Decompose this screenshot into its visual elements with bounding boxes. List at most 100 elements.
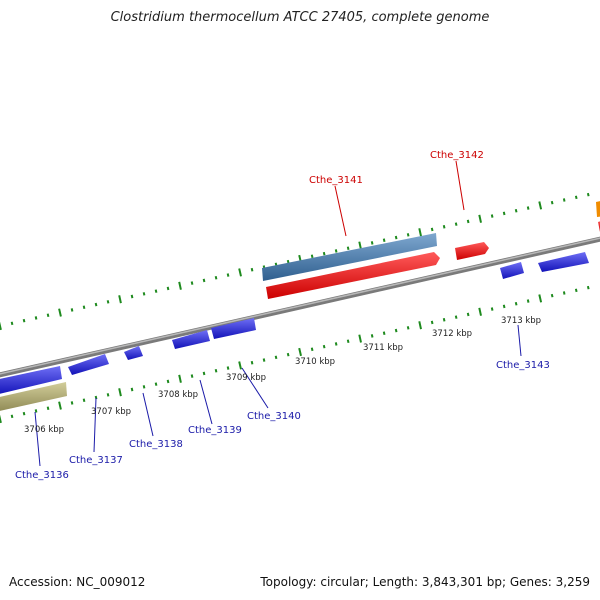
- accession-label: Accession: NC_009012: [9, 575, 146, 589]
- inner-tick: [466, 312, 470, 317]
- outer-tick: [0, 321, 2, 331]
- outer-tick: [502, 211, 506, 216]
- outer-tick: [286, 259, 290, 264]
- genome-backbone-highlight: [0, 237, 600, 375]
- gene-arrow-cthe-3136[interactable]: [0, 366, 62, 395]
- outer-tick: [454, 222, 458, 226]
- outer-tick: [430, 227, 434, 232]
- outer-tick: [178, 281, 182, 290]
- outer-tick: [202, 278, 206, 283]
- inner-tick: [118, 388, 122, 397]
- inner-tick: [274, 355, 278, 360]
- gene-label-cthe-3139[interactable]: Cthe_3139: [188, 425, 242, 436]
- leader-cthe-3140: [241, 367, 269, 409]
- inner-tick: [82, 398, 86, 403]
- gene-label-cthe-3136[interactable]: Cthe_3136: [15, 470, 69, 481]
- gene-label-cthe-3138[interactable]: Cthe_3138: [129, 439, 183, 450]
- outer-tick: [406, 233, 410, 237]
- inner-tick: [442, 317, 446, 322]
- outer-tick: [382, 238, 386, 243]
- inner-tick: [394, 328, 398, 333]
- inner-tick: [418, 321, 422, 330]
- inner-tick: [382, 331, 386, 336]
- inner-tick: [22, 411, 26, 416]
- outer-tick: [22, 318, 26, 323]
- inner-tick: [142, 385, 146, 389]
- topology-label: Topology: circular; Length: 3,843,301 bp…: [260, 575, 590, 589]
- inner-tick: [34, 409, 38, 413]
- inner-tick: [322, 344, 326, 349]
- inner-tick: [574, 288, 578, 293]
- outer-tick: [334, 249, 338, 253]
- inner-tick: [478, 307, 482, 316]
- leader-cthe-3136: [34, 411, 41, 467]
- inner-tick: [514, 301, 518, 306]
- outer-tick: [58, 308, 62, 317]
- inner-tick: [586, 285, 590, 290]
- gene-label-cthe-3137[interactable]: Cthe_3137: [69, 455, 123, 466]
- gene-label-cthe-3141[interactable]: Cthe_3141: [309, 175, 363, 186]
- outer-tick: [226, 273, 230, 277]
- outer-tick: [418, 228, 422, 237]
- scale-label: 3713 kbp: [501, 316, 541, 326]
- outer-tick: [142, 292, 146, 296]
- outer-tick-ring: [0, 192, 590, 331]
- outer-tick: [586, 192, 590, 197]
- scale-label: 3710 kbp: [295, 357, 335, 367]
- genome-backbone: [0, 236, 600, 378]
- gene-arrow-cthe-3138[interactable]: [124, 346, 143, 360]
- outer-tick: [394, 235, 398, 240]
- inner-tick: [46, 406, 50, 411]
- outer-tick: [490, 214, 494, 218]
- outer-tick: [562, 198, 566, 202]
- outer-tick: [130, 294, 134, 299]
- inner-tick: [226, 366, 230, 370]
- inner-tick: [0, 414, 2, 424]
- inner-tick: [370, 334, 374, 338]
- gene-arrow-cthe-3137[interactable]: [68, 354, 109, 375]
- inner-tick: [130, 387, 134, 392]
- scale-label: 3707 kbp: [91, 407, 131, 417]
- inner-tick: [562, 291, 566, 295]
- outer-tick: [106, 300, 110, 304]
- inner-tick: [250, 360, 254, 365]
- inner-tick: [346, 339, 350, 344]
- leader-cthe-3141: [334, 185, 347, 237]
- inner-tick: [298, 347, 302, 357]
- gene-label-cthe-3143[interactable]: Cthe_3143: [496, 360, 550, 371]
- outer-tick: [238, 268, 242, 277]
- inner-tick: [262, 358, 266, 362]
- outer-tick: [550, 200, 554, 205]
- gene-arrow-cthe-3141[interactable]: [266, 252, 440, 299]
- inner-tick-ring: [0, 285, 590, 424]
- outer-tick: [46, 313, 50, 318]
- inner-tick: [106, 393, 110, 397]
- gene-arrow-cthe-3139[interactable]: [172, 330, 210, 349]
- gene-label-cthe-3140[interactable]: Cthe_3140: [247, 411, 301, 422]
- outer-tick: [250, 267, 254, 272]
- gene-arrow-cthe-3140[interactable]: [211, 318, 256, 339]
- outer-tick: [466, 219, 470, 224]
- scale-label: 3708 kbp: [158, 390, 198, 400]
- inner-tick: [154, 382, 158, 386]
- gene-arrow-cthe-3143[interactable]: [500, 262, 524, 279]
- outer-tick: [538, 201, 543, 210]
- inner-tick: [550, 293, 554, 298]
- gene-label-cthe-3142[interactable]: Cthe_3142: [430, 150, 484, 161]
- outer-tick: [94, 302, 98, 307]
- page-title: Clostridium thermocellum ATCC 27405, com…: [110, 10, 490, 25]
- inner-tick: [334, 342, 338, 346]
- inner-tick: [538, 294, 543, 303]
- inner-tick: [406, 326, 410, 330]
- scale-label: 3711 kbp: [363, 343, 403, 353]
- outer-tick: [34, 316, 38, 320]
- feature-bar-olive: [0, 382, 67, 411]
- scale-label: 3712 kbp: [432, 329, 472, 339]
- inner-tick: [430, 320, 434, 325]
- gene-arrow-cthe-3142[interactable]: [455, 242, 489, 260]
- leader-cthe-3138: [142, 392, 154, 437]
- leader-cthe-3137: [93, 397, 97, 453]
- gene-arrow-blue-right[interactable]: [538, 252, 589, 272]
- inner-tick: [490, 307, 494, 311]
- inner-tick: [178, 374, 182, 383]
